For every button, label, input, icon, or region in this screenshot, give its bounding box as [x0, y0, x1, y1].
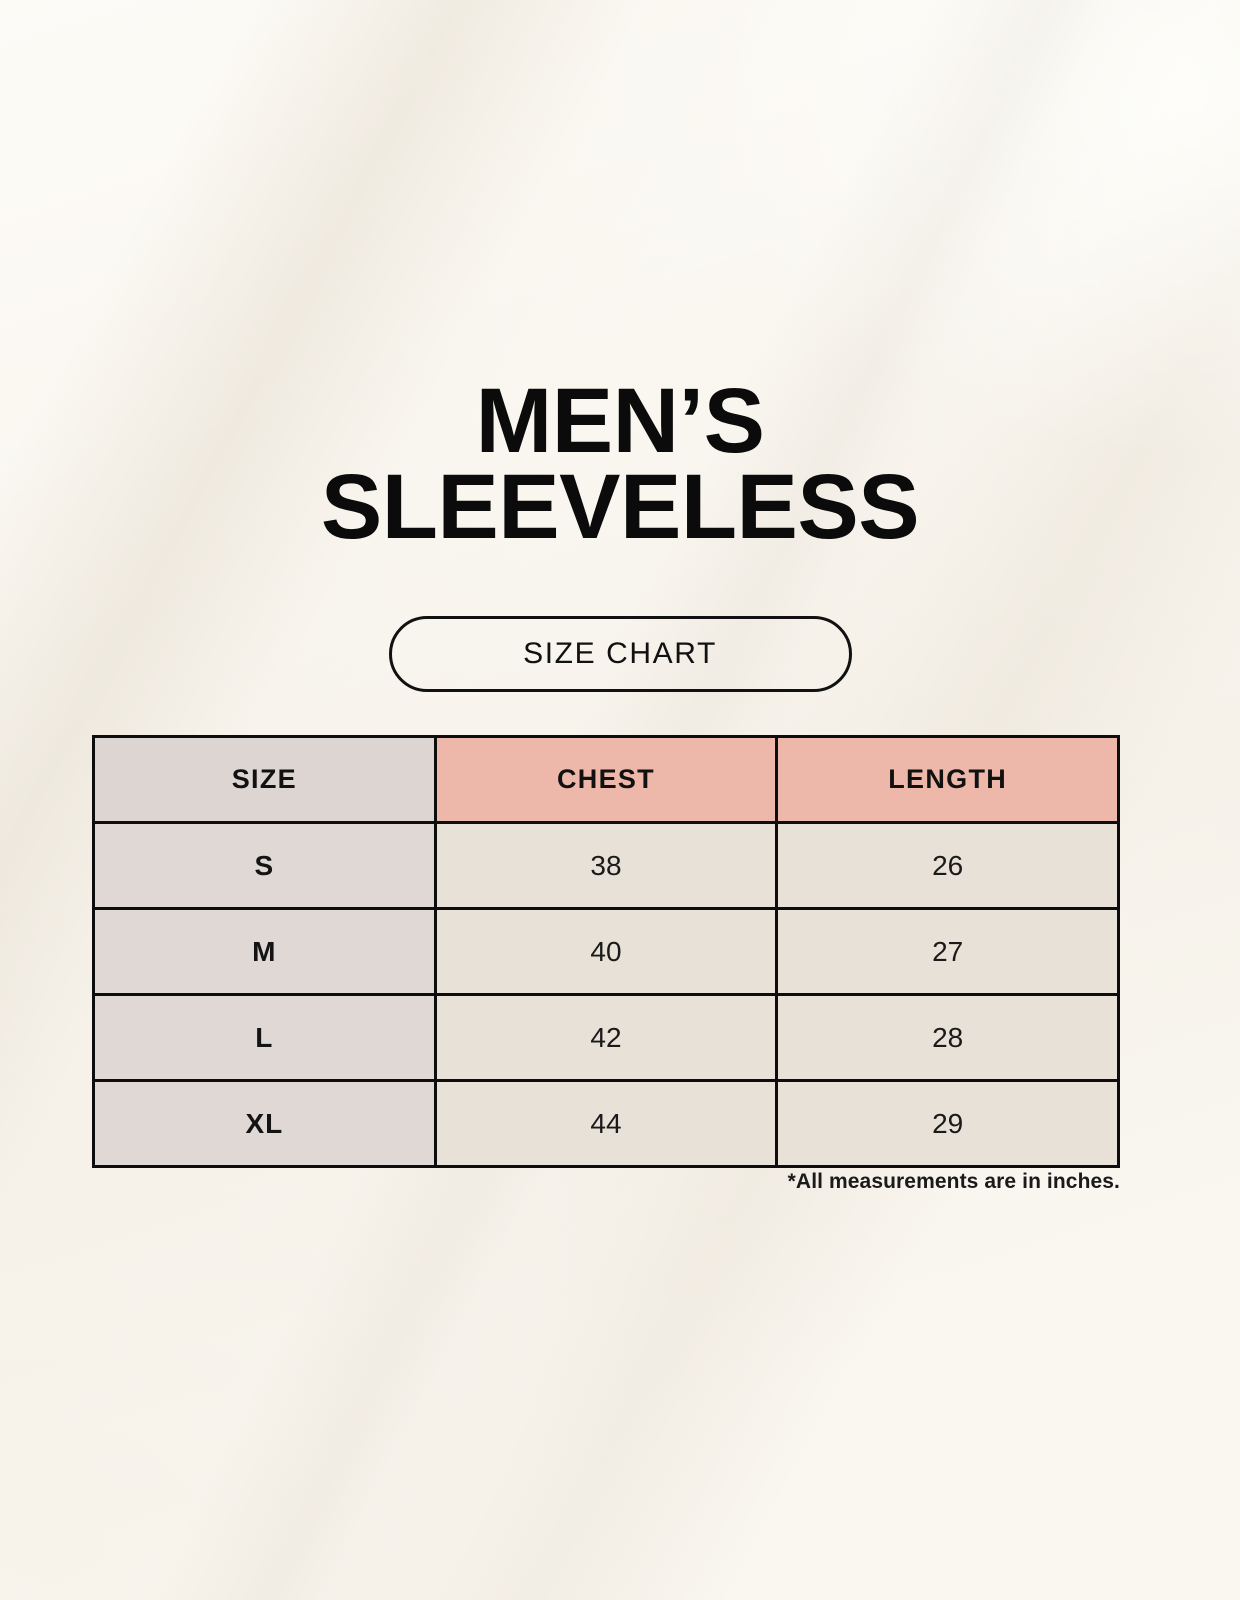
table-body: S 38 26 M 40 27 L 42 28 XL 44 29: [92, 821, 1120, 1168]
cell-length-xl: 29: [775, 1079, 1120, 1168]
page-title: MEN’S SLEEVELESS: [0, 370, 1240, 559]
column-header-length: LENGTH: [775, 735, 1120, 824]
title-line-two: SLEEVELESS: [320, 456, 920, 559]
cell-size-l: L: [92, 993, 437, 1082]
cell-size-xl: XL: [92, 1079, 437, 1168]
table-row: L 42 28: [92, 993, 1120, 1082]
measurement-footnote: *All measurements are in inches.: [787, 1170, 1120, 1193]
table-header-row: SIZE CHEST LENGTH: [92, 735, 1120, 824]
cell-chest-s: 38: [433, 821, 779, 910]
cell-length-l: 28: [775, 993, 1120, 1082]
column-header-chest: CHEST: [433, 735, 779, 824]
column-header-size: SIZE: [92, 735, 437, 824]
table-row: XL 44 29: [92, 1079, 1120, 1168]
cell-size-s: S: [92, 821, 437, 910]
cell-chest-m: 40: [433, 907, 779, 996]
cell-length-s: 26: [775, 821, 1120, 910]
size-chart-badge-container: SIZE CHART: [0, 616, 1240, 692]
table-row: M 40 27: [92, 907, 1120, 996]
cell-chest-l: 42: [433, 993, 779, 1082]
size-chart-table: SIZE CHEST LENGTH S 38 26 M 40 27 L: [92, 735, 1120, 1168]
cell-length-m: 27: [775, 907, 1120, 996]
table-row: S 38 26: [92, 821, 1120, 910]
title-line-one: MEN’S: [475, 370, 765, 472]
size-chart-table-container: SIZE CHEST LENGTH S 38 26 M 40 27 L: [92, 735, 1120, 1168]
size-chart-badge: SIZE CHART: [388, 616, 852, 692]
table-header: SIZE CHEST LENGTH: [92, 735, 1120, 824]
cell-size-m: M: [92, 907, 437, 996]
cell-chest-xl: 44: [433, 1079, 779, 1168]
